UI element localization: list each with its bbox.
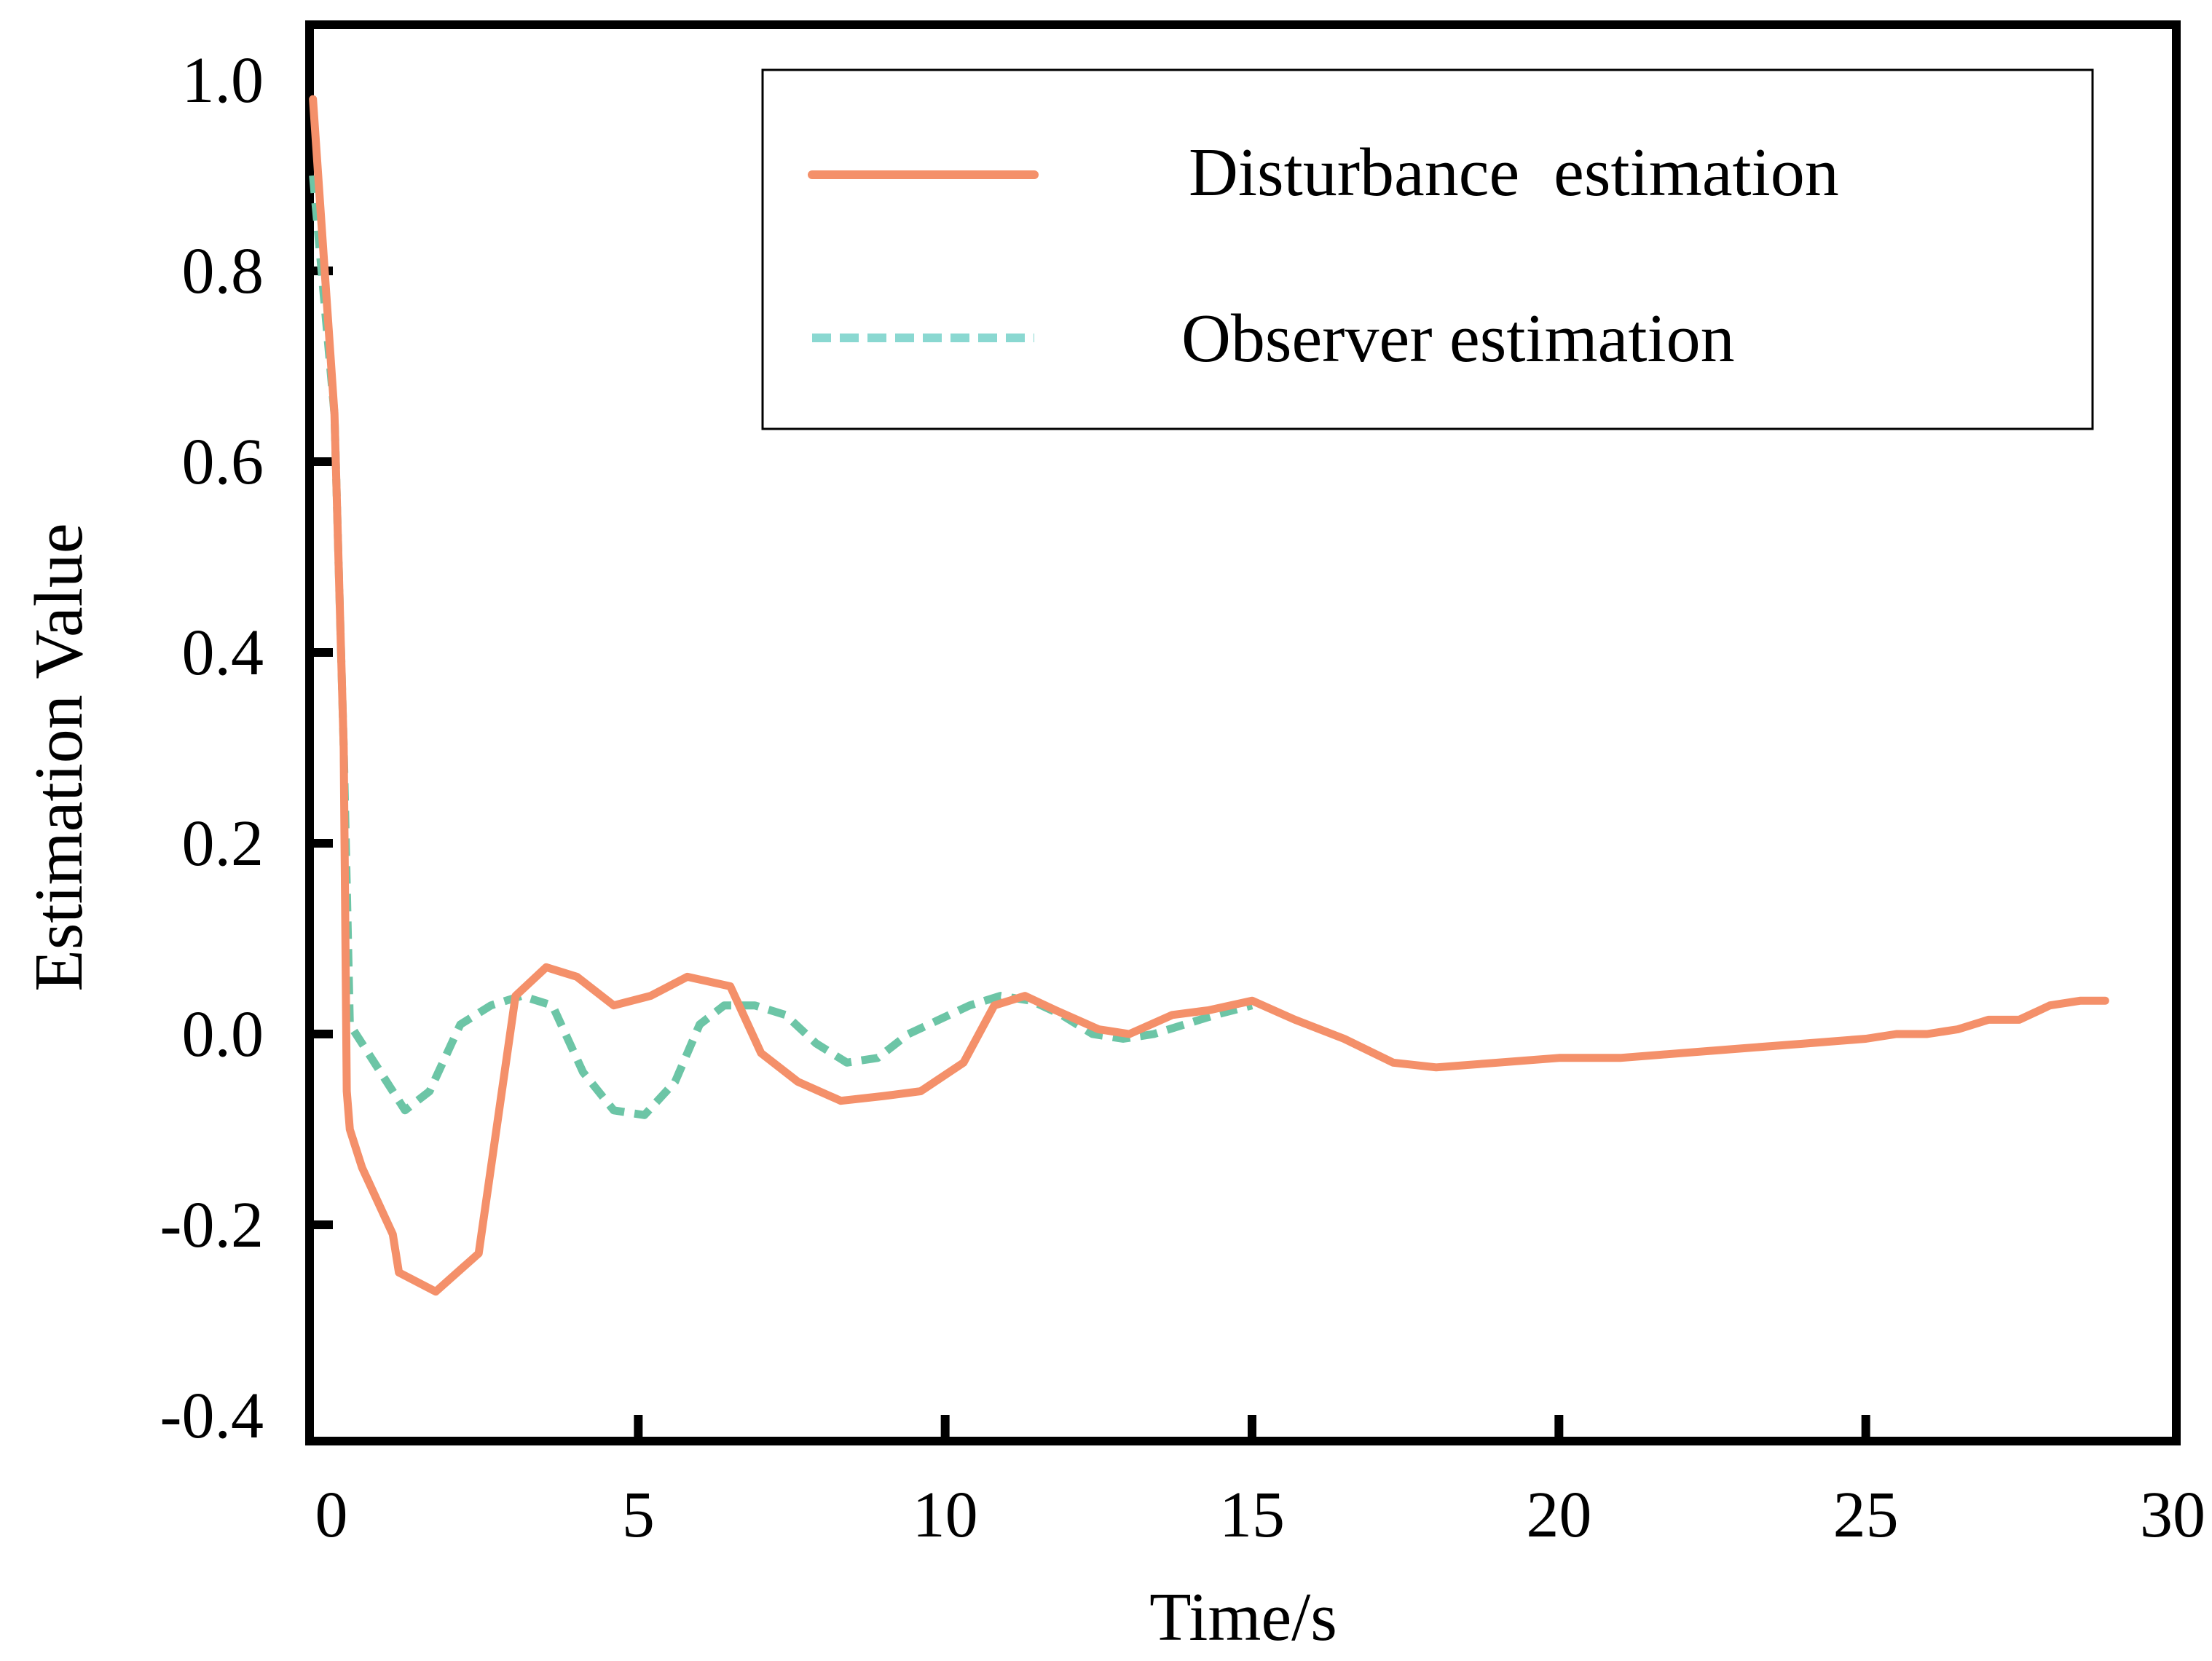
y-tick-label: 0.4 xyxy=(182,617,264,689)
plot-area: -0.4 -0.2 0.0 0.2 0.4 0.6 0.8 1.0 0 5 10 15 20 25 30 xyxy=(160,20,2205,1551)
y-tick-label: 0.0 xyxy=(182,998,264,1070)
y-tick-label: 0.6 xyxy=(182,426,264,498)
x-tick-label: 25 xyxy=(1833,1479,1899,1551)
x-ticks: 0 5 10 15 20 25 30 xyxy=(315,1415,2205,1551)
x-tick-label: 0 xyxy=(315,1479,348,1551)
y-tick-label: -0.2 xyxy=(160,1189,264,1261)
legend-box xyxy=(761,68,2094,430)
series-layer xyxy=(309,95,2109,1296)
y-ticks: -0.4 -0.2 0.0 0.2 0.4 0.6 0.8 1.0 xyxy=(160,44,333,1452)
legend: Disturbance estimation Observer estimati… xyxy=(761,68,2094,430)
y-tick-label: -0.4 xyxy=(160,1380,264,1452)
y-axis-title: Estimation Value xyxy=(21,523,97,991)
series-disturbance-line xyxy=(309,95,2109,1296)
y-tick-label: 1.0 xyxy=(182,44,264,117)
x-tick-label: 10 xyxy=(913,1479,978,1551)
x-tick-label: 15 xyxy=(1219,1479,1285,1551)
y-tick-label: 0.2 xyxy=(182,808,264,880)
x-tick-label: 30 xyxy=(2140,1479,2205,1551)
plot-frame xyxy=(305,20,2181,1445)
legend-label-observer: Observer estimation xyxy=(1181,301,1735,376)
x-axis-title: Time/s xyxy=(1149,1579,1337,1655)
legend-label-disturbance: Disturbance estimation xyxy=(1189,135,1839,210)
y-tick-label: 0.8 xyxy=(182,235,264,307)
x-tick-label: 20 xyxy=(1526,1479,1591,1551)
x-tick-label: 5 xyxy=(622,1479,655,1551)
